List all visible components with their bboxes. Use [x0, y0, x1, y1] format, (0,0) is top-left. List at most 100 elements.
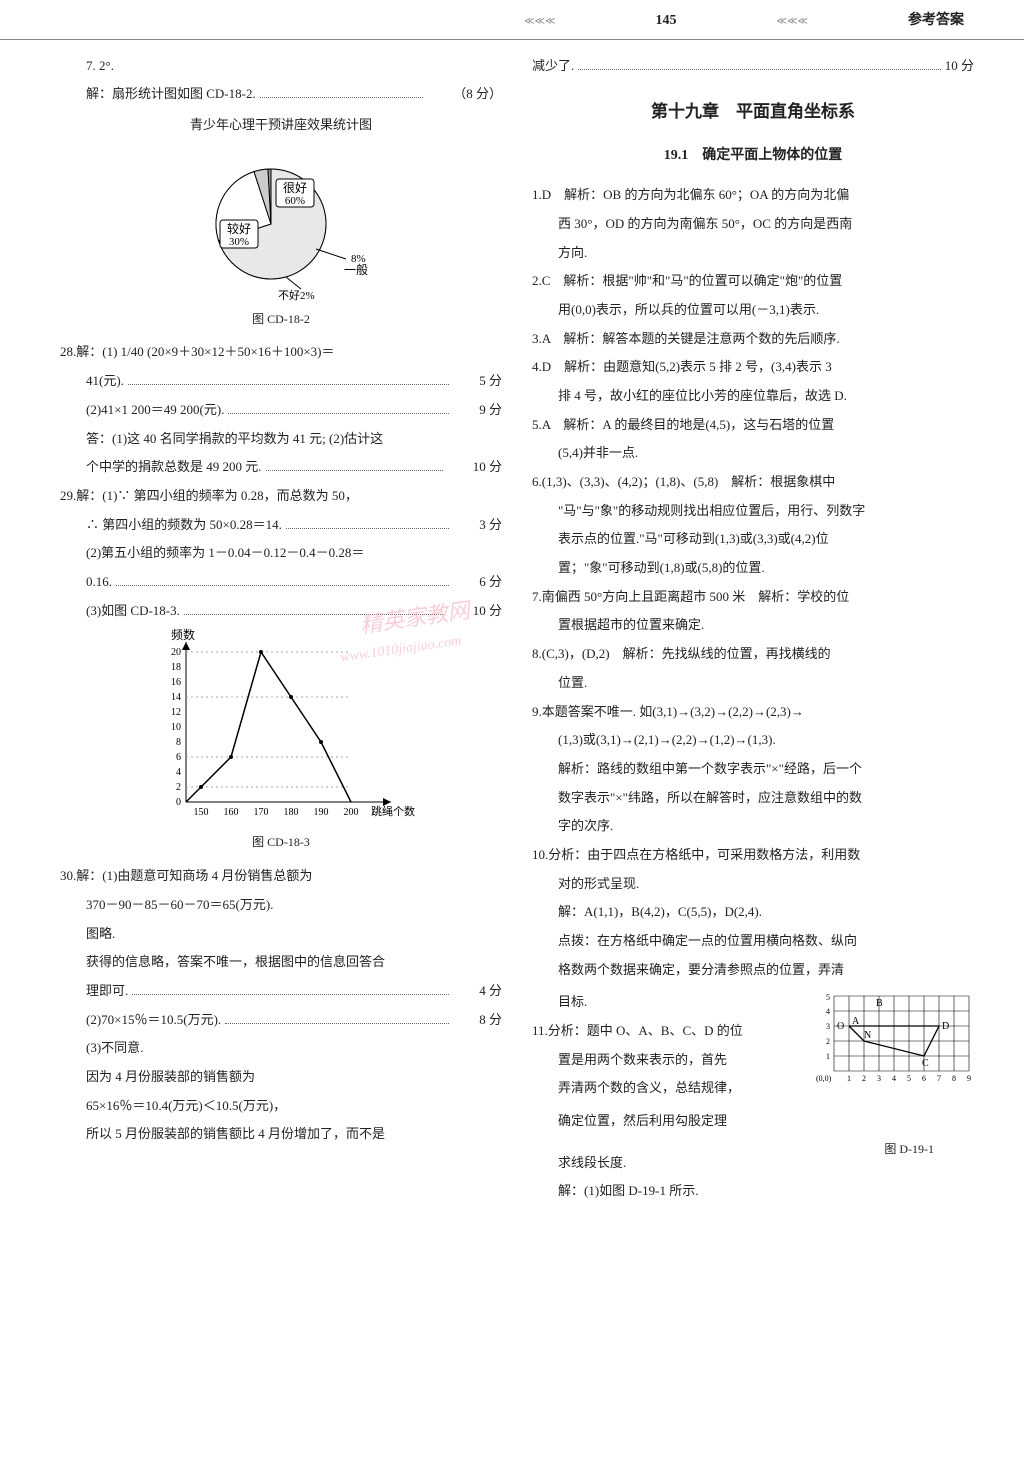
svg-text:5: 5 — [907, 1074, 911, 1083]
section-title: 19.1 确定平面上物体的位置 — [532, 143, 974, 170]
page-header: ≪≪≪ 145 ≪≪≪ 参考答案 — [0, 0, 1024, 40]
svg-text:很好: 很好 — [283, 181, 307, 195]
q28-2: 41(元).5 分 — [60, 369, 502, 394]
svg-text:4: 4 — [892, 1074, 896, 1083]
r-q8b: 位置. — [532, 671, 974, 696]
svg-text:B: B — [876, 998, 883, 1009]
svg-text:8: 8 — [176, 737, 181, 748]
r-q11d: 确定位置，然后利用勾股定理 — [532, 1109, 974, 1134]
r-q9c: 解析：路线的数组中第一个数字表示"×"经路，后一个 — [532, 757, 974, 782]
svg-text:5: 5 — [826, 993, 830, 1002]
svg-text:D: D — [942, 1021, 949, 1032]
r-q11b: 置是用两个数来表示的，首先 — [532, 1048, 804, 1073]
chapter-title: 第十九章 平面直角坐标系 — [532, 96, 974, 128]
svg-text:60%: 60% — [285, 195, 305, 207]
r-q4b: 排 4 号，故小红的座位比小芳的座位靠后，故选 D. — [532, 384, 974, 409]
svg-text:C: C — [922, 1058, 929, 1069]
svg-text:9: 9 — [967, 1074, 971, 1083]
q30-2: 370－90－85－60－70＝65(万元). — [60, 893, 502, 918]
r-q6c: 表示点的位置."马"可移动到(1,3)或(3,3)或(4,2)位 — [532, 527, 974, 552]
svg-text:6: 6 — [922, 1074, 926, 1083]
svg-text:跳绳个数: 跳绳个数 — [371, 804, 415, 818]
svg-text:较好: 较好 — [227, 221, 251, 236]
svg-text:180: 180 — [284, 807, 299, 818]
svg-text:不好2%: 不好2% — [278, 288, 315, 302]
r-q5b: (5,4)并非一点. — [532, 441, 974, 466]
wave-left: ≪≪≪ — [524, 12, 555, 31]
svg-text:8: 8 — [952, 1074, 956, 1083]
q29-2: ∴ 第四小组的频数为 50×0.28＝14.3 分 — [60, 513, 502, 538]
q29-1: 29.解：(1)∵ 第四小组的频率为 0.28，而总数为 50， — [60, 484, 502, 509]
wave-right: ≪≪≪ — [777, 12, 808, 31]
r-q9b: (1,3)或(3,1)→(2,1)→(2,2)→(1,2)→(1,3). — [532, 728, 974, 753]
svg-text:10: 10 — [171, 722, 181, 733]
left-column: 7. 2°. 解：扇形统计图如图 CD-18-2. （8 分） 青少年心理干预讲… — [60, 50, 502, 1208]
svg-text:2: 2 — [826, 1037, 830, 1046]
r-q6b: "马"与"象"的移动规则找出相应位置后，用行、列数字 — [532, 499, 974, 524]
r-q11f: 解：(1)如图 D-19-1 所示. — [532, 1179, 974, 1204]
r-q10d: 点拨：在方格纸中确定一点的位置用横向格数、纵向 — [532, 929, 974, 954]
svg-text:N: N — [864, 1030, 871, 1041]
svg-text:12: 12 — [171, 707, 181, 718]
r-q4: 4.D 解析：由题意知(5,2)表示 5 排 2 号，(3,4)表示 3 — [532, 355, 974, 380]
r-q11: 11.分析：题中 O、A、B、C、D 的位 — [532, 1019, 804, 1044]
r-q1: 1.D 解析：OB 的方向为北偏东 60°；OA 的方向为北偏 — [532, 183, 974, 208]
q30-5: 理即可.4 分 — [60, 979, 502, 1004]
svg-text:18: 18 — [171, 662, 181, 673]
r-q6: 6.(1,3)、(3,3)、(4,2)；(1,8)、(5,8) 解析：根据象棋中 — [532, 470, 974, 495]
r-q7b: 置根据超市的位置来确定. — [532, 613, 974, 638]
r-q10e: 格数两个数据来确定，要分清参照点的位置，弄清 — [532, 958, 974, 983]
svg-text:3: 3 — [877, 1074, 881, 1083]
r-q1b: 西 30°，OD 的方向为南偏东 50°，OC 的方向是西南 — [532, 212, 974, 237]
svg-text:150: 150 — [194, 807, 209, 818]
r-q10: 10.分析：由于四点在方格纸中，可采用数格方法，利用数 — [532, 843, 974, 868]
r-q5: 5.A 解析：A 的最终目的地是(4,5)，这与石塔的位置 — [532, 413, 974, 438]
right-column: 减少了.10 分 第十九章 平面直角坐标系 19.1 确定平面上物体的位置 1.… — [532, 50, 974, 1208]
r-q6d: 置；"象"可移动到(1,8)或(5,8)的位置. — [532, 556, 974, 581]
q29-5: (3)如图 CD-18-3.10 分 — [60, 599, 502, 624]
q30-3: 图略. — [60, 922, 502, 947]
r-q3: 3.A 解析：解答本题的关键是注意两个数的先后顺序. — [532, 327, 974, 352]
q30-4: 获得的信息略，答案不唯一，根据图中的信息回答合 — [60, 950, 502, 975]
svg-text:30%: 30% — [229, 236, 249, 248]
cont-line: 减少了.10 分 — [532, 54, 974, 79]
freq-polygon: 频数 024 6810 121416 1820 150160170 180190… — [141, 627, 421, 827]
svg-text:2: 2 — [862, 1074, 866, 1083]
r-q10f: 目标. — [532, 990, 804, 1015]
r-q1c: 方向. — [532, 241, 974, 266]
q30-8: 因为 4 月份服装部的销售额为 — [60, 1065, 502, 1090]
q28-4: 答：(1)这 40 名同学捐款的平均数为 41 元; (2)估计这 — [60, 427, 502, 452]
q30-10: 所以 5 月份服装部的销售额比 4 月份增加了，而不是 — [60, 1122, 502, 1147]
svg-text:16: 16 — [171, 677, 181, 688]
svg-text:7: 7 — [937, 1074, 941, 1083]
q30-1: 30.解：(1)由题意可知商场 4 月份销售总额为 — [60, 864, 502, 889]
svg-text:3: 3 — [826, 1022, 830, 1031]
q27-intro: 解：扇形统计图如图 CD-18-2. （8 分） — [60, 82, 502, 107]
r-q2: 2.C 解析：根据"帅"和"马"的位置可以确定"炮"的位置 — [532, 269, 974, 294]
svg-text:4: 4 — [176, 767, 181, 778]
q29-3: (2)第五小组的频率为 1－0.04－0.12－0.4－0.28＝ — [60, 541, 502, 566]
r-q9: 9.本题答案不唯一. 如(3,1)→(3,2)→(2,2)→(2,3)→ — [532, 700, 974, 725]
svg-text:160: 160 — [224, 807, 239, 818]
svg-text:(0,0): (0,0) — [816, 1074, 832, 1083]
svg-text:190: 190 — [314, 807, 329, 818]
svg-text:1: 1 — [826, 1052, 830, 1061]
page-number: 145 — [655, 8, 676, 35]
r-q8: 8.(C,3)，(D,2) 解析：先找纵线的位置，再找横线的 — [532, 642, 974, 667]
answer-key-label: 参考答案 — [908, 8, 964, 35]
q28-5: 个中学的捐款总数是 49 200 元.10 分 — [60, 455, 502, 480]
q30-9: 65×16％＝10.4(万元)＜10.5(万元)， — [60, 1094, 502, 1119]
r-q2b: 用(0,0)表示，所以兵的位置可以用(－3,1)表示. — [532, 298, 974, 323]
svg-text:一般: 一般 — [344, 262, 368, 277]
svg-text:20: 20 — [171, 647, 181, 658]
r-q10c: 解：A(1,1)，B(4,2)，C(5,5)，D(2,4). — [532, 900, 974, 925]
r-q11c: 弄清两个数的含义，总结规律， — [532, 1076, 804, 1101]
svg-text:0: 0 — [176, 797, 181, 808]
grid-figure: O A B D C N 12345 (0,0) 1234 56789 — [814, 986, 974, 1086]
r-q9e: 字的次序. — [532, 814, 974, 839]
q30-7: (3)不同意. — [60, 1036, 502, 1061]
pie-caption: 图 CD-18-2 — [60, 308, 502, 331]
svg-text:2: 2 — [176, 782, 181, 793]
svg-text:A: A — [852, 1016, 860, 1027]
r-q9d: 数字表示"×"纬路，所以在解答时，应注意数组中的数 — [532, 786, 974, 811]
